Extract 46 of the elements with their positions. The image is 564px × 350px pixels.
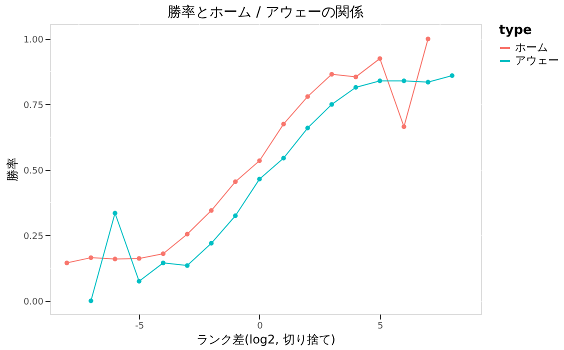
point	[233, 179, 238, 184]
point	[329, 72, 334, 77]
point	[426, 36, 430, 42]
point	[353, 85, 358, 90]
point	[136, 256, 142, 261]
x-tick-label: 5	[378, 322, 384, 332]
chart-title: 勝率とホーム / アウェーの関係	[168, 4, 364, 21]
y-tick-label: 0.25	[23, 232, 44, 242]
legend-label: アウェー	[515, 54, 559, 67]
point	[402, 124, 406, 130]
point	[281, 122, 286, 126]
point	[208, 240, 214, 246]
point	[160, 260, 166, 266]
point	[136, 278, 142, 284]
point	[184, 263, 190, 268]
point	[112, 256, 118, 262]
point	[160, 251, 166, 256]
point	[257, 158, 262, 164]
point	[426, 80, 430, 84]
point	[305, 94, 310, 99]
point	[378, 56, 382, 61]
point	[450, 73, 454, 78]
point	[378, 78, 382, 84]
point	[88, 255, 94, 260]
legend-label: ホーム	[515, 41, 548, 54]
point	[184, 232, 190, 236]
x-tick-label: -5	[135, 322, 144, 332]
y-tick-label: 0.00	[23, 297, 44, 308]
y-tick-label: 1.00	[23, 35, 44, 46]
point	[88, 298, 94, 304]
y-axis-title: 勝率	[5, 158, 20, 182]
x-axis-title: ランク差(log2, 切り捨て)	[196, 332, 336, 346]
point	[208, 208, 214, 213]
y-tick-label: 0.50	[23, 166, 44, 176]
y-tick-label: 0.75	[23, 100, 44, 111]
point	[281, 156, 286, 160]
point	[402, 78, 406, 84]
legend-title: type	[499, 23, 532, 38]
point	[353, 74, 358, 80]
point	[257, 176, 262, 182]
point	[112, 210, 118, 216]
point	[233, 213, 238, 218]
point	[64, 260, 70, 266]
x-tick-label: 0	[257, 322, 264, 332]
point	[305, 126, 310, 130]
point	[329, 102, 334, 107]
